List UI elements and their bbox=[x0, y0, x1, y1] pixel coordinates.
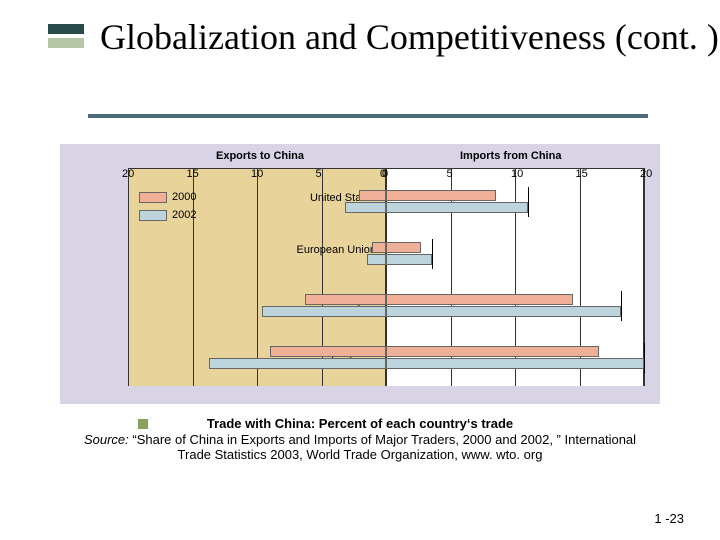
exports-panel-title: Exports to China bbox=[216, 150, 304, 162]
title-block: Globalization and Competitiveness (cont.… bbox=[48, 18, 719, 58]
legend-label: 2002 bbox=[172, 209, 196, 221]
data-bar bbox=[386, 202, 528, 213]
accent-bar bbox=[48, 38, 84, 48]
axis-tick-label: 10 bbox=[251, 168, 263, 180]
caption-title: Trade with China: Percent of each countr… bbox=[207, 416, 513, 431]
data-bar bbox=[386, 358, 644, 369]
data-bar bbox=[386, 346, 599, 357]
data-bar bbox=[345, 202, 386, 213]
axis-tick-label: 15 bbox=[187, 168, 199, 180]
slide-number: 1 -23 bbox=[654, 511, 684, 526]
data-bar bbox=[386, 294, 573, 305]
axis-tick-label: 10 bbox=[511, 168, 523, 180]
gridline bbox=[257, 168, 258, 386]
bar-end-tick bbox=[644, 343, 645, 373]
bar-end-tick bbox=[621, 291, 622, 321]
data-bar bbox=[386, 254, 432, 265]
data-bar bbox=[386, 190, 496, 201]
axis-tick-label: 5 bbox=[447, 168, 453, 180]
gridline bbox=[128, 168, 129, 386]
accent-bar bbox=[48, 24, 84, 34]
axis-tick-label: 15 bbox=[576, 168, 588, 180]
caption-source: Source: “Share of China in Exports and I… bbox=[84, 432, 636, 463]
caption-source-prefix: Source: bbox=[84, 432, 129, 447]
chart-area: Exports to China Imports from China 2015… bbox=[128, 144, 644, 396]
data-bar bbox=[386, 242, 421, 253]
data-bar bbox=[367, 254, 386, 265]
data-bar bbox=[305, 294, 386, 305]
axis-tick-label: 20 bbox=[122, 168, 134, 180]
bullet-icon bbox=[138, 419, 148, 429]
data-bar bbox=[209, 358, 386, 369]
legend-swatch bbox=[139, 210, 167, 221]
trade-chart: Exports to China Imports from China 20 15… bbox=[60, 144, 660, 404]
caption-source-body: “Share of China in Exports and Imports o… bbox=[132, 432, 636, 463]
imports-panel-title: Imports from China bbox=[460, 150, 561, 162]
axis-tick-label: 20 bbox=[640, 168, 652, 180]
chart-caption: Trade with China: Percent of each countr… bbox=[80, 416, 640, 463]
category-label: European Union bbox=[276, 244, 376, 256]
bar-end-tick bbox=[432, 239, 433, 269]
title-accent-bars bbox=[48, 24, 84, 52]
data-bar bbox=[270, 346, 386, 357]
axis-tick-label: 5 bbox=[316, 168, 322, 180]
data-bar bbox=[262, 306, 386, 317]
title-underline bbox=[88, 114, 648, 118]
data-bar bbox=[359, 190, 386, 201]
data-bar bbox=[386, 306, 621, 317]
bar-end-tick bbox=[528, 187, 529, 217]
slide-title: Globalization and Competitiveness (cont.… bbox=[100, 18, 719, 58]
legend-label: 2000 bbox=[172, 191, 196, 203]
data-bar bbox=[372, 242, 386, 253]
axis-tick-label: 0 bbox=[382, 168, 388, 180]
legend-swatch bbox=[139, 192, 167, 203]
